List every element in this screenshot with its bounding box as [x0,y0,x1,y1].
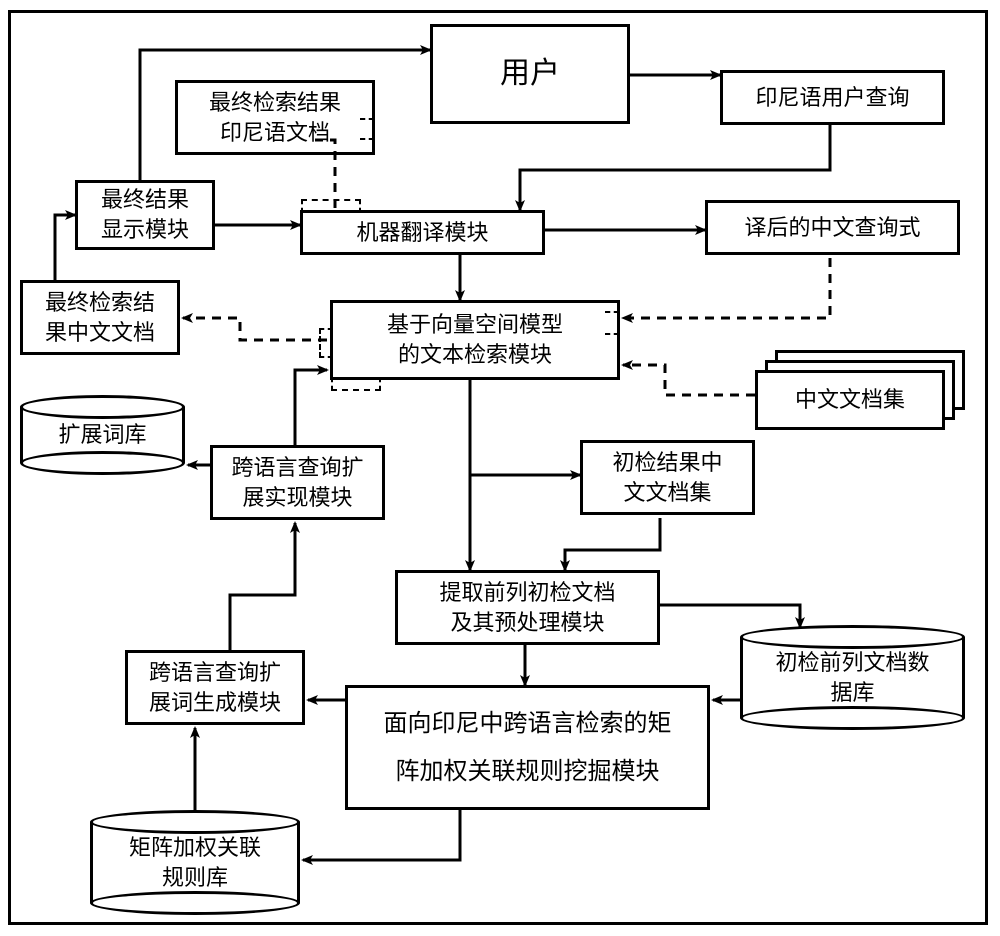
node-initial-doc-set: 初检结果中 文文档集 [580,440,755,515]
node-label: 机器翻译模块 [356,218,488,248]
node-query-indo: 印尼语用户查询 [720,70,945,125]
node-doc-set-cn: 中文文档集 [755,370,945,430]
node-label: 中文文档集 [795,385,905,415]
node-display-module: 最终结果 显示模块 [75,180,215,250]
node-ext-vocab-db: 扩展词库 [20,395,185,475]
node-extract-module: 提取前列初检文档 及其预处理模块 [395,570,660,645]
node-label: 提取前列初检文档 及其预处理模块 [439,578,615,637]
node-translated-q: 译后的中文查询式 [705,200,960,255]
node-label: 跨语言查询扩 展词生成模块 [149,658,281,717]
node-label: 印尼语用户查询 [755,83,909,113]
node-label: 用户 [500,54,560,95]
node-vsm-module: 基于向量空间模型 的文本检索模块 [330,300,620,380]
node-final-doc-indo: 最终检索结果 印尼语文档 [175,80,375,155]
node-label: 跨语言查询扩 展实现模块 [231,453,363,512]
node-label: 最终检索结果 印尼语文档 [209,88,341,147]
node-rule-db: 矩阵加权关联 规则库 [90,810,300,915]
node-mt-module: 机器翻译模块 [300,210,545,255]
node-label: 基于向量空间模型 的文本检索模块 [387,310,563,369]
node-initial-db: 初检前列文档数 据库 [740,625,965,730]
node-label: 矩阵加权关联 规则库 [129,833,261,892]
node-label: 扩展词库 [58,420,146,450]
node-mining-module: 面向印尼中跨语言检索的矩 阵加权关联规则挖掘模块 [345,685,710,810]
node-label: 初检结果中 文文档集 [612,448,722,507]
node-final-doc-cn: 最终检索结 果中文文档 [20,280,180,355]
node-cross-gen: 跨语言查询扩 展词生成模块 [125,650,305,725]
node-label: 最终结果 显示模块 [101,185,189,244]
node-label: 初检前列文档数 据库 [775,648,929,707]
node-user: 用户 [430,24,630,124]
node-label: 最终检索结 果中文文档 [45,288,155,347]
node-label: 译后的中文查询式 [744,213,920,243]
node-cross-impl: 跨语言查询扩 展实现模块 [210,445,385,520]
node-label: 面向印尼中跨语言检索的矩 阵加权关联规则挖掘模块 [384,700,672,796]
